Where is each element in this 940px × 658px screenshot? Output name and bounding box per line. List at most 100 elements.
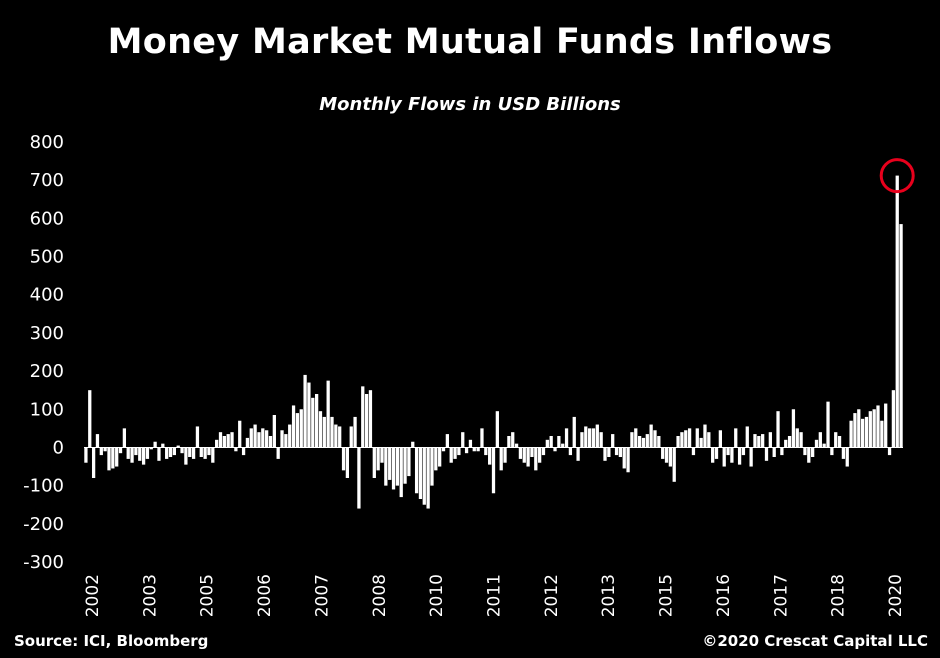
bar [853,413,857,448]
bar [426,447,430,509]
y-tick-label: 600 [30,208,64,229]
bar [584,426,588,448]
bar [491,447,496,494]
bar [714,447,719,459]
bar [168,447,173,457]
bar [403,447,407,484]
bar [799,432,803,448]
y-tick-label: 200 [30,361,64,382]
bar [726,447,730,456]
bar [488,447,492,465]
bar [407,447,411,477]
bar [141,447,146,465]
bar [668,447,673,467]
bar [587,428,592,448]
bar [357,447,361,509]
bar [687,428,692,448]
bar [553,447,557,452]
bar [830,447,834,456]
bar [441,447,446,452]
highlight-circle [879,158,915,194]
bar [672,447,676,482]
bar [849,420,853,448]
y-tick-label: 400 [30,285,64,306]
bar [291,405,296,448]
y-tick-label: -100 [23,476,64,497]
bar [530,447,534,457]
bar [634,428,638,448]
bar [753,434,757,448]
bar [257,432,261,448]
bar [199,447,203,457]
bar [268,436,273,448]
x-tick-label: 2015 [657,574,677,617]
bar [134,447,138,456]
x-tick-label: 2002 [83,574,103,617]
bar [618,447,623,457]
bar [757,436,761,448]
bar [341,447,346,471]
bar [576,447,580,461]
bar [330,416,334,448]
bar [138,447,142,461]
bar [234,447,238,452]
bar [299,409,303,448]
bar [145,447,150,459]
bar [899,224,903,448]
bar [538,447,542,463]
bar [841,447,846,459]
bar [711,447,715,463]
bar [857,409,861,448]
y-tick-label: 100 [30,399,64,420]
bar [745,426,749,448]
bar [95,434,100,448]
bar [345,447,350,478]
bar [876,405,880,448]
bar [741,447,746,456]
x-tick-label: 2007 [312,574,332,617]
bar [245,437,250,448]
bar [364,394,369,448]
bar [580,432,584,448]
bar [384,447,388,486]
bar [845,447,849,467]
bar-series [84,175,903,509]
bar [165,447,169,459]
bar-chart: 800 700 600 500 400 300 200 100 0 -100 -200 -300 20… [23,132,915,617]
bar [464,447,469,454]
bar [326,380,330,448]
bar [126,447,130,459]
x-tick-label: 2010 [427,574,447,617]
bar [591,428,596,448]
bar [803,447,807,456]
bar [338,426,342,448]
bar [314,394,319,448]
bar [691,447,696,456]
bar [649,424,653,448]
bar [322,416,326,448]
bar [111,447,115,469]
bar [872,409,876,448]
bar [695,428,699,448]
bar [115,447,119,467]
bar [818,432,822,448]
bar [868,411,872,448]
x-tick-label: 2005 [198,574,218,617]
bar [311,397,315,448]
bar [834,432,838,448]
bar [176,445,180,448]
bar [107,447,111,471]
bar [349,426,353,448]
bar [607,447,611,457]
bar [545,439,549,448]
bar [614,447,619,456]
bar [203,447,207,459]
bar [518,447,523,459]
bar [457,447,461,456]
bar [645,434,649,448]
x-axis: 2002 2003 2005 2006 2007 2008 2010 2011 2012 2013… [83,574,906,617]
bar [372,447,376,478]
x-tick-label: 2008 [370,574,390,617]
bar [787,436,792,448]
bar [718,430,722,448]
